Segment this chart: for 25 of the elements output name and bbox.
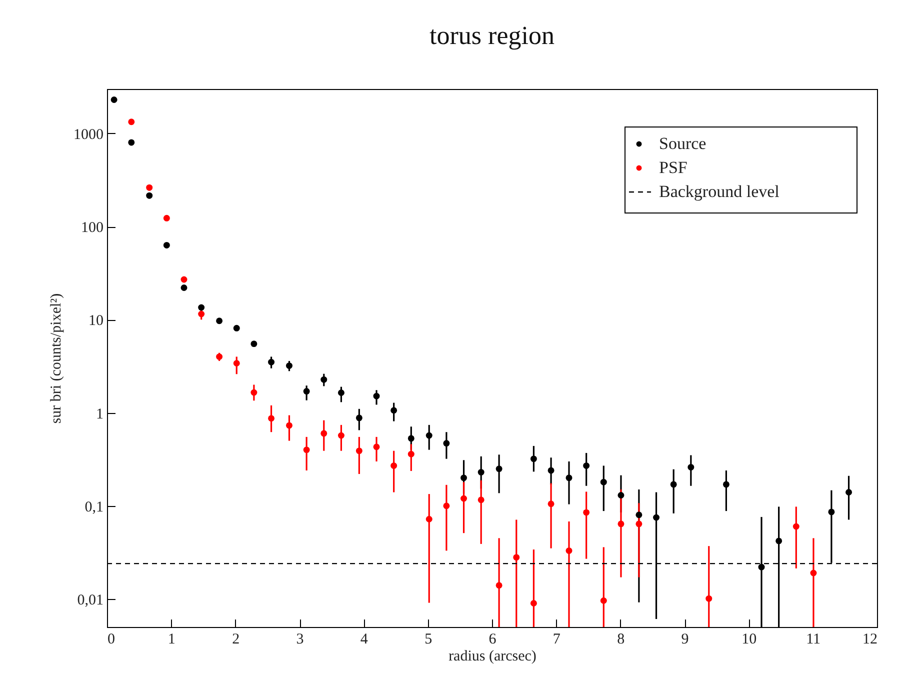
x-tick-label: 0	[108, 632, 115, 648]
x-tick-label: 9	[681, 632, 689, 648]
y-tick-label: 1	[96, 406, 104, 422]
y-tick-label: 10	[88, 313, 104, 330]
y-tick-label: 0,1	[84, 499, 104, 516]
x-tick-label: 2	[232, 632, 240, 648]
y-tick-label: 1000	[74, 126, 104, 143]
x-tick-label: 10	[742, 632, 757, 648]
x-tick-label: 12	[862, 632, 878, 648]
legend-label: PSF	[659, 158, 688, 177]
x-tick-label: 3	[296, 632, 304, 648]
legend-label: Background level	[659, 182, 780, 201]
x-tick-label: 4	[360, 632, 368, 648]
x-tick-label: 7	[552, 632, 561, 648]
x-axis-title: radius (arcsec)	[448, 648, 536, 664]
x-tick-label: 8	[617, 632, 625, 648]
x-tick-label: 11	[806, 632, 821, 648]
y-tick-label: 100	[81, 220, 104, 236]
y-axis-title: sur bri (counts/pixel²)	[48, 293, 64, 424]
x-tick-label: 5	[424, 632, 432, 648]
x-tick-label: 6	[488, 632, 497, 648]
y-tick-label: 0,01	[77, 592, 104, 608]
x-tick-label: 1	[168, 632, 176, 648]
legend-label: Source	[659, 134, 706, 153]
chart-title: torus region	[430, 21, 554, 50]
